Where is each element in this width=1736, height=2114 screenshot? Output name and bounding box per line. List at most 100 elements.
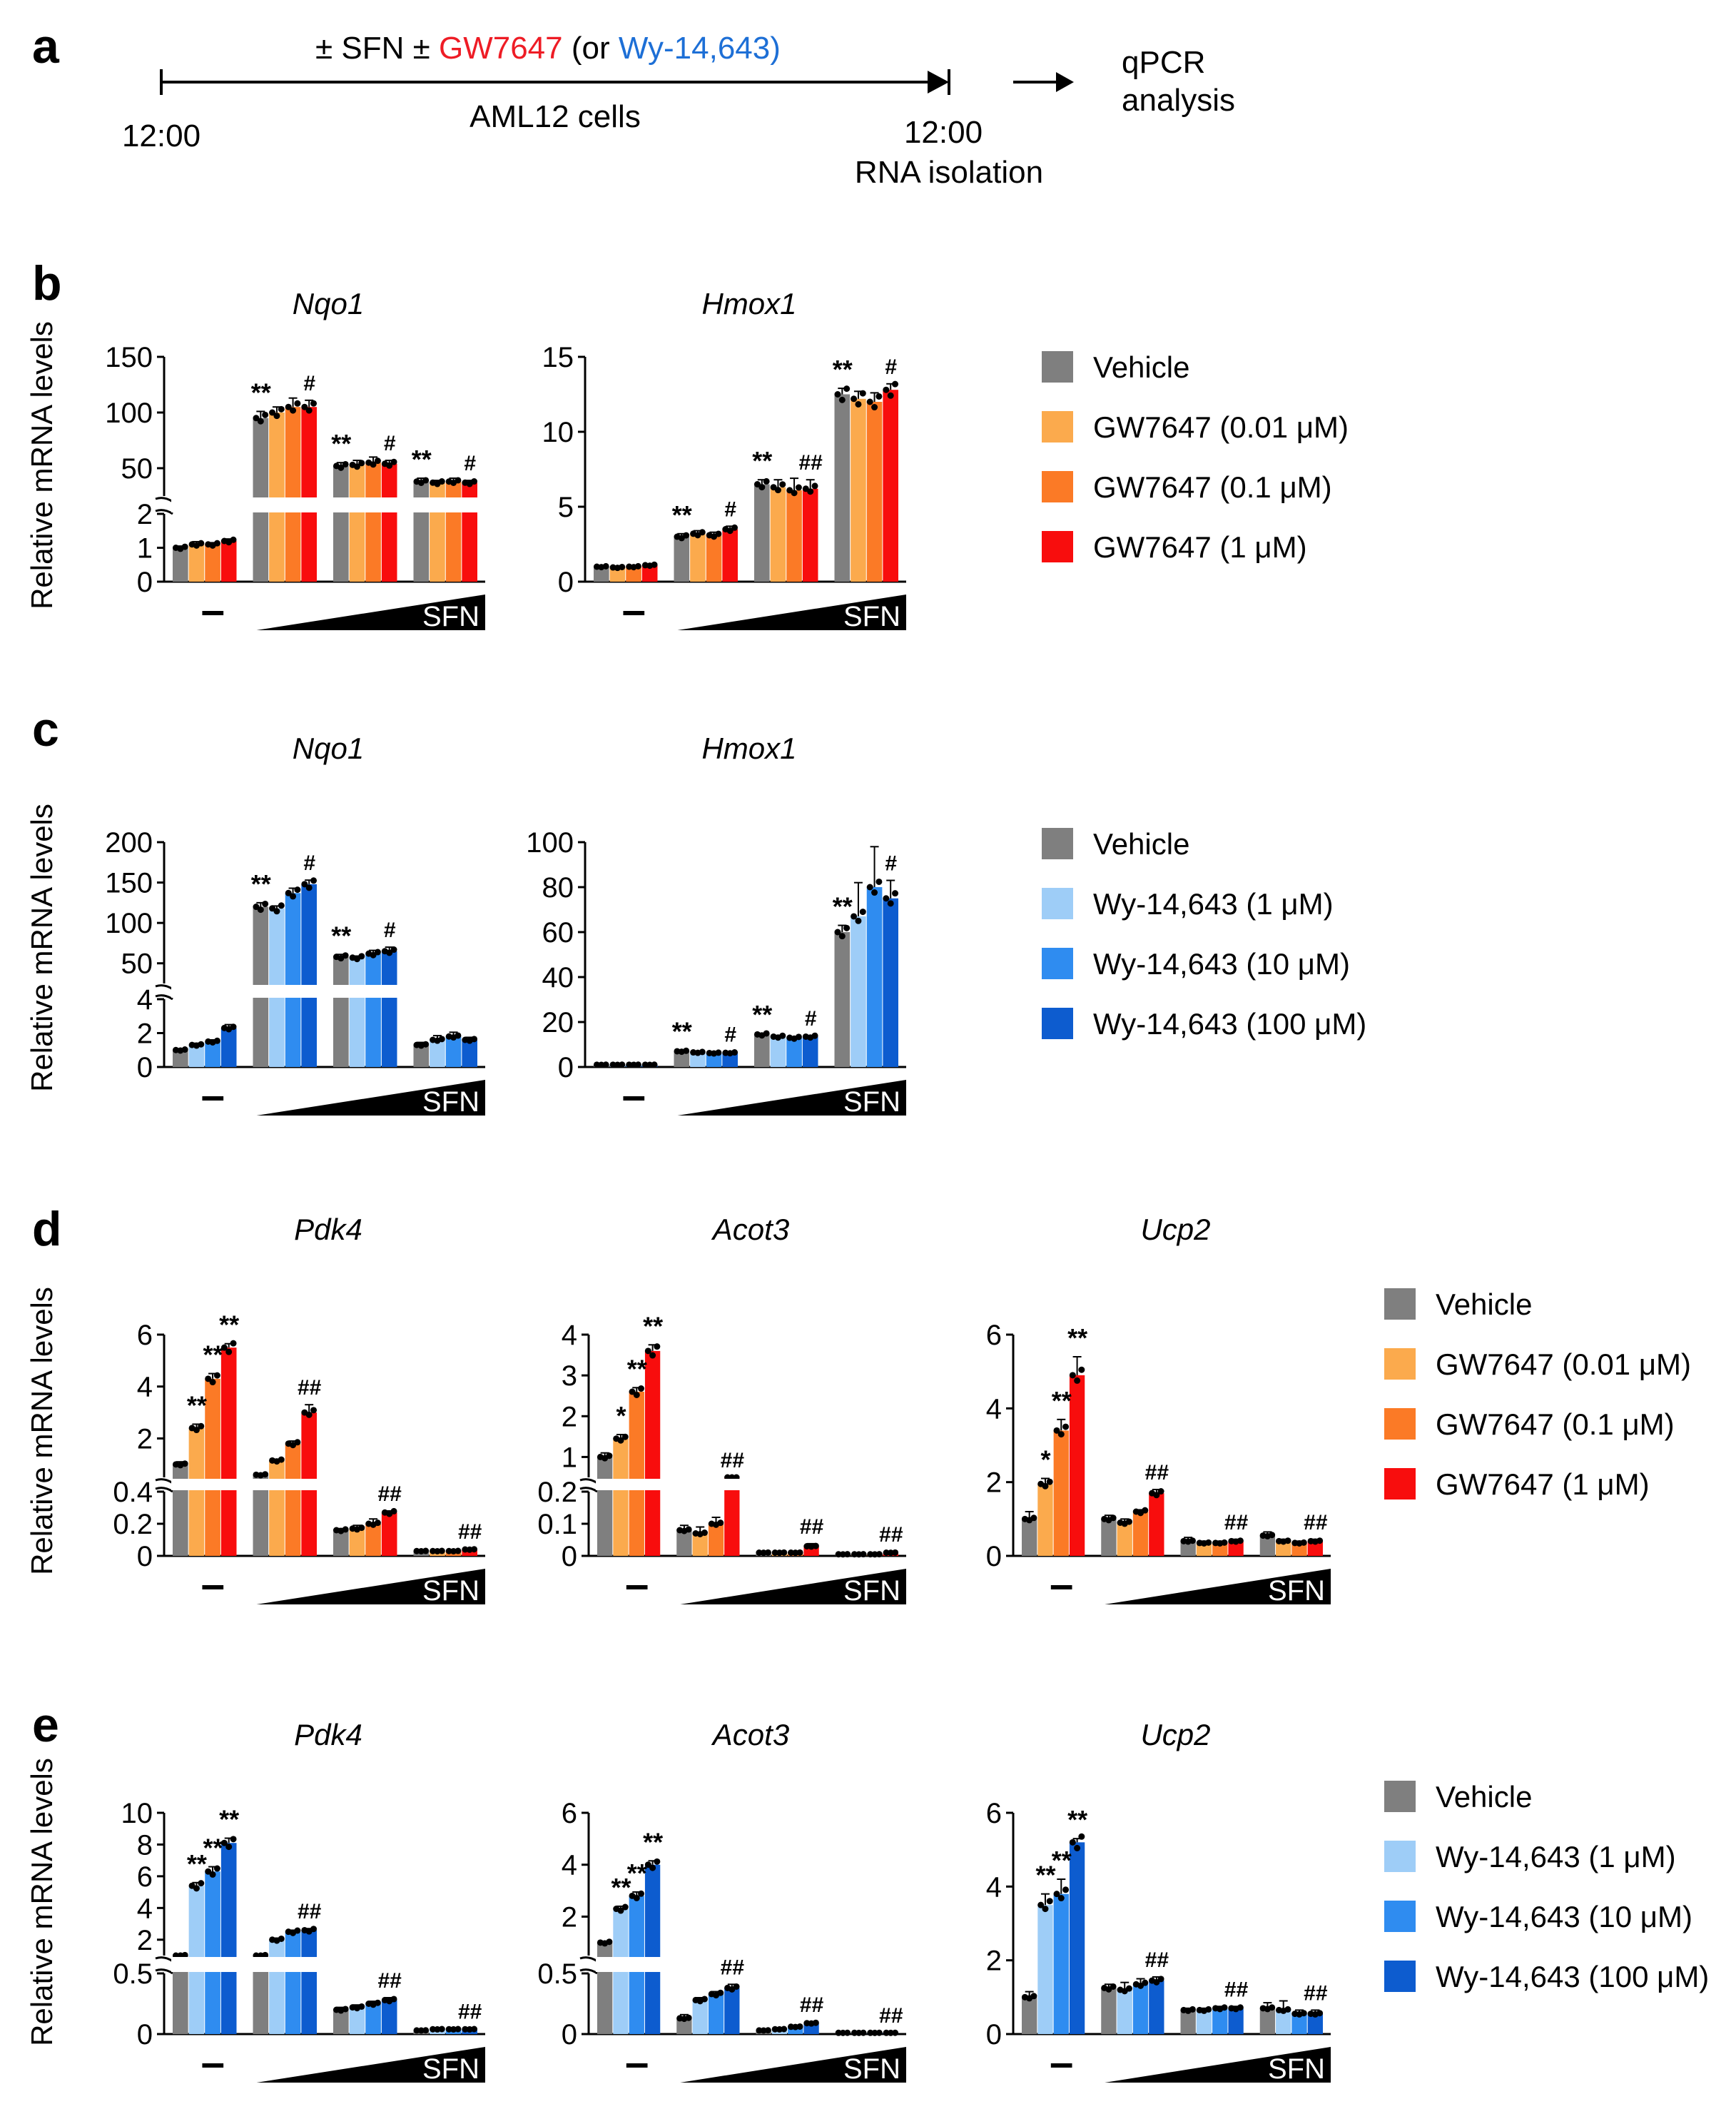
data-point — [763, 477, 770, 485]
data-point — [701, 1529, 708, 1537]
bar — [1117, 1522, 1132, 1556]
y-tick-label: 100 — [105, 398, 153, 429]
legend-swatch — [1384, 1961, 1416, 1992]
y-tick-label: 4 — [137, 1893, 153, 1924]
data-point — [644, 1347, 651, 1355]
cells-label: AML12 cells — [469, 99, 641, 134]
data-point — [633, 1894, 640, 1901]
data-point — [1074, 1844, 1081, 1851]
data-point — [310, 400, 318, 407]
data-point — [1284, 1537, 1291, 1544]
bar-break-band — [833, 1957, 899, 1972]
bar — [834, 932, 851, 1067]
significance-mark: ** — [643, 1311, 663, 1340]
bar — [1037, 1905, 1053, 2034]
data-point — [342, 2006, 349, 2013]
legend-label: GW7647 (1 μM) — [1093, 530, 1307, 564]
bar — [205, 544, 220, 582]
data-point — [257, 906, 264, 914]
bar — [1228, 2008, 1244, 2034]
data-point — [310, 877, 318, 884]
significance-mark: ** — [752, 1000, 772, 1029]
panel-letter-b: b — [32, 256, 62, 310]
significance-mark: # — [384, 919, 396, 942]
panel-letter-a: a — [32, 19, 60, 74]
bar — [188, 1045, 205, 1067]
legend-label: GW7647 (0.01 μM) — [1436, 1347, 1691, 1381]
bar — [788, 2026, 803, 2034]
significance-mark: ** — [627, 1858, 647, 1888]
data-point — [455, 1032, 462, 1039]
data-point — [593, 1061, 600, 1068]
y-tick-label: 15 — [542, 342, 574, 373]
bar — [253, 1475, 269, 1556]
y-axis-label-b: Relative mRNA levels — [25, 321, 59, 610]
significance-mark: * — [616, 1401, 626, 1430]
data-point — [181, 543, 188, 550]
data-point — [438, 1036, 445, 1043]
data-point — [875, 2029, 883, 2036]
bar — [724, 1988, 740, 2034]
chart-c-nqo1: Nqo1 024 50 100 150 200 ** # ** # – SFN — [105, 732, 485, 1119]
data-point — [230, 1023, 237, 1031]
sfn-label: SFN — [843, 2053, 900, 2085]
bar — [1196, 1542, 1212, 1556]
legend-label: GW7647 (0.1 μM) — [1093, 470, 1332, 504]
data-point — [839, 1551, 846, 1558]
data-point — [471, 478, 478, 485]
y-tick-label: 0.1 — [537, 1509, 577, 1540]
significance-mark: ** — [643, 1827, 663, 1856]
bar — [1037, 1484, 1053, 1556]
treatment-prefix: ± SFN ± — [315, 31, 439, 66]
bar-break-band — [332, 1957, 398, 1972]
data-point — [455, 1547, 462, 1554]
data-point — [390, 1507, 397, 1514]
bar — [770, 1036, 786, 1067]
data-point — [835, 1551, 842, 1558]
y-tick-label: 6 — [137, 1320, 153, 1351]
data-point — [305, 407, 313, 414]
y-tick-label: 4 — [137, 1372, 153, 1403]
legend-swatch — [1042, 471, 1073, 502]
data-point — [883, 386, 890, 393]
data-point — [860, 2029, 867, 2036]
data-point — [717, 1519, 724, 1527]
significance-mark: ## — [1224, 1978, 1249, 2001]
data-point — [856, 2029, 863, 2036]
bar — [285, 893, 301, 1067]
data-point — [1053, 1427, 1060, 1434]
data-point — [617, 1907, 624, 1914]
bar — [1307, 1541, 1323, 1556]
bar — [1132, 1984, 1149, 2034]
bar — [883, 390, 898, 582]
y-tick-label: 0 — [986, 2019, 1002, 2050]
y-tick-label: 6 — [986, 1320, 1002, 1351]
bar — [851, 916, 866, 1067]
data-point — [887, 2029, 894, 2036]
y-tick-label: 6 — [986, 1798, 1002, 1829]
chart-title: Nqo1 — [293, 287, 364, 320]
axis-break-mark — [579, 1478, 598, 1485]
panel-letter-d: d — [32, 1202, 62, 1256]
significance-mark: ** — [251, 378, 271, 407]
y-tick-label: 50 — [121, 949, 153, 980]
treatment-gw: GW7647 — [439, 31, 563, 66]
qpcr-label-line1: qPCR — [1122, 45, 1205, 80]
data-point — [205, 1868, 212, 1875]
significance-mark: ** — [752, 446, 772, 475]
data-point — [796, 1549, 803, 1556]
significance-mark: ** — [219, 1805, 239, 1834]
data-point — [791, 490, 798, 497]
data-point — [1046, 1478, 1053, 1485]
significance-mark: ** — [219, 1310, 239, 1340]
data-point — [634, 562, 641, 570]
data-point — [1269, 1532, 1276, 1539]
sfn-label: SFN — [422, 1575, 479, 1607]
data-point — [374, 457, 381, 465]
significance-mark: ** — [1035, 1861, 1055, 1890]
bar — [802, 488, 818, 582]
data-point — [1057, 1431, 1065, 1438]
data-point — [278, 405, 285, 413]
data-point — [1153, 1492, 1160, 1499]
bar-break-band — [332, 497, 398, 512]
